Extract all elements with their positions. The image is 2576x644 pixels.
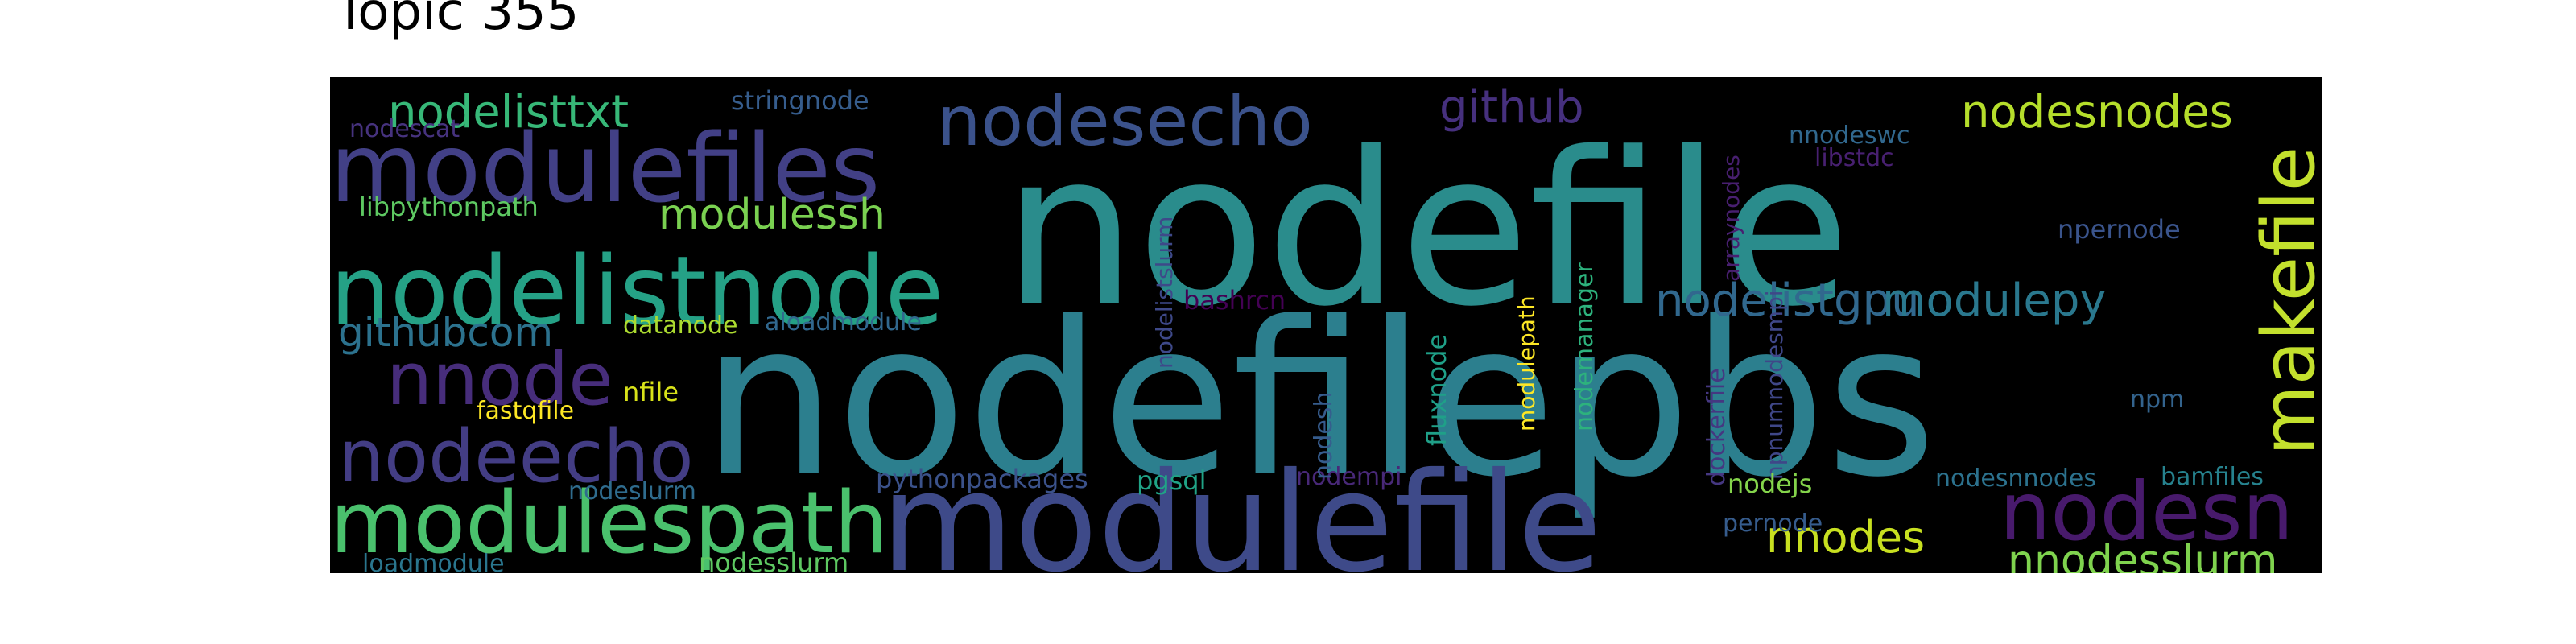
word-nnodesslurm: nnodesslurm: [2008, 537, 2277, 573]
word-nodefile: nodefile: [1003, 107, 1851, 353]
word-dockerfile: dockerfile: [1703, 368, 1731, 486]
word-nnodes: nnodes: [1766, 512, 1925, 563]
word-modulepy: modulepy: [1882, 275, 2107, 327]
word-nodesn: nodesn: [2000, 464, 2293, 559]
word-pgsql: pgsql: [1137, 465, 1207, 496]
word-nodesnnodes: nodesnnodes: [1935, 464, 2096, 493]
word-githubcom: githubcom: [338, 309, 553, 356]
word-nodesecho: nodesecho: [937, 81, 1313, 162]
word-loadmodule: loadmodule: [362, 550, 505, 573]
word-modulefiles: modulefiles: [330, 113, 880, 224]
word-makefile: makefile: [2247, 147, 2322, 456]
word-nfile: nfile: [623, 377, 679, 407]
word-bamfiles: bamfiles: [2161, 463, 2264, 491]
word-npernode: npernode: [2058, 214, 2181, 245]
word-fastqfile: fastqfile: [477, 397, 574, 425]
word-nnodeswc: nnodeswc: [1789, 122, 1910, 150]
word-fluxnode: fluxnode: [1422, 334, 1452, 446]
word-libpythonpath: libpythonpath: [359, 192, 539, 222]
word-cloud: nodefilepbs nodefile modulefile modulefiles…: [330, 77, 2322, 573]
word-modulepath: modulepath: [1513, 295, 1540, 431]
word-npnumnodesmpi: npnumnodesmpi: [1761, 290, 1788, 480]
word-nodesh: nodesh: [1310, 391, 1338, 480]
word-nodempi: nodempi: [1296, 463, 1402, 491]
word-nodemanager: nodemanager: [1571, 262, 1599, 431]
word-nodeecho: nodeecho: [338, 415, 694, 499]
word-modulefile: modulefile: [881, 444, 1602, 573]
word-nodelistnode: nodelistnode: [330, 235, 943, 346]
word-bashrcn: bashrcn: [1183, 285, 1286, 316]
word-npm: npm: [2130, 386, 2184, 414]
word-nodesnodes: nodesnodes: [1961, 86, 2233, 138]
word-libstdc: libstdc: [1814, 144, 1894, 172]
word-datanode: datanode: [623, 312, 737, 340]
word-nodefilepbs: nodefilepbs: [702, 277, 1937, 524]
word-nodesslurm: nodesslurm: [699, 547, 848, 573]
word-modulespath: modulespath: [330, 473, 888, 572]
word-nodejs: nodejs: [1728, 469, 1812, 499]
word-modulessh: modulessh: [658, 191, 886, 239]
word-nodelistslurm: nodelistslurm: [1151, 217, 1178, 369]
word-nodescat: nodescat: [349, 115, 460, 143]
word-pythonpackages: pythonpackages: [876, 464, 1088, 494]
word-nodeslurm: nodeslurm: [568, 477, 696, 506]
word-pernode: pernode: [1723, 510, 1823, 538]
word-nnode: nnode: [386, 337, 613, 422]
word-arraynodes: arraynodes: [1718, 155, 1744, 282]
figure-title: Topic 355: [335, 0, 580, 42]
word-nodelisttxt: nodelisttxt: [388, 86, 629, 138]
word-nodelistgpu: nodelistgpu: [1655, 275, 1920, 327]
word-github: github: [1439, 81, 1584, 134]
word-aloadmodule: aloadmodule: [765, 308, 922, 336]
word-stringnode: stringnode: [731, 85, 869, 116]
